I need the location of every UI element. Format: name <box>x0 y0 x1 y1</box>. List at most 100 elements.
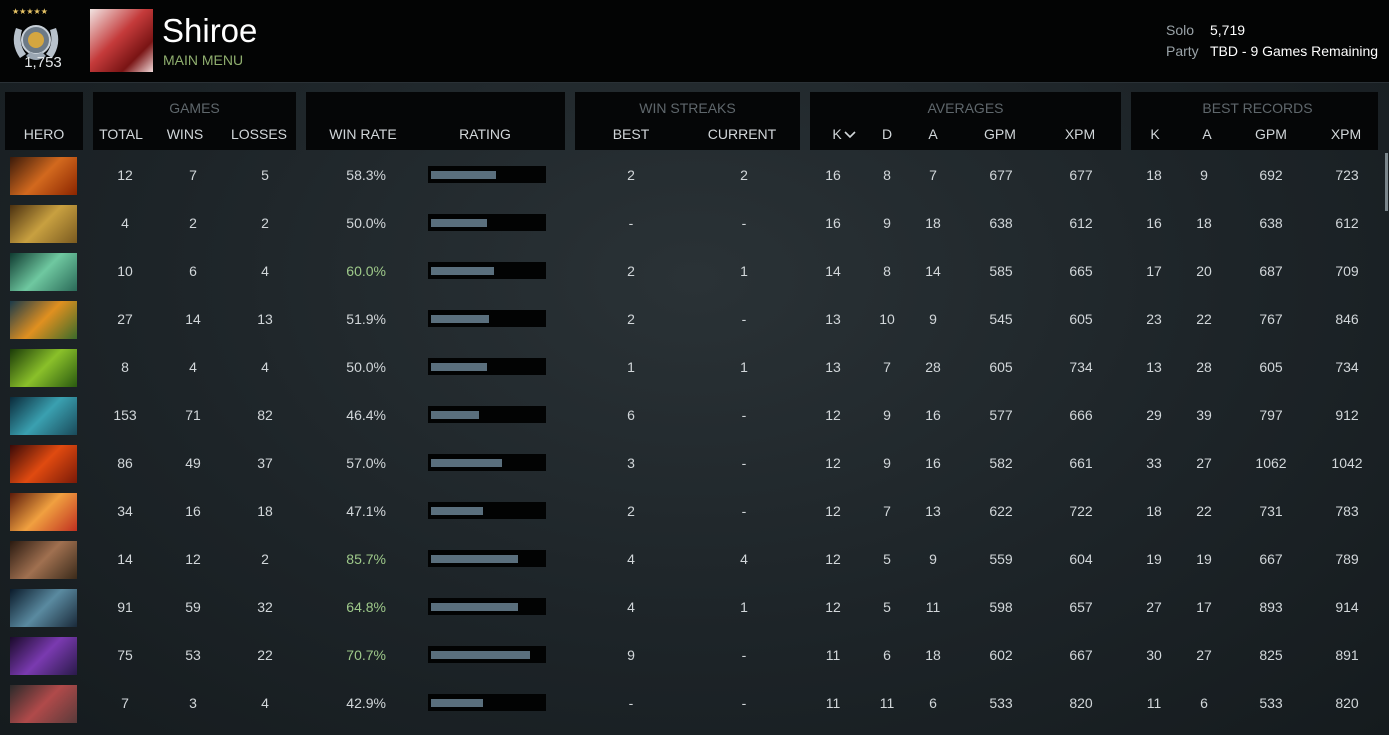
rating-bar <box>428 454 546 471</box>
column-avg-gpm[interactable]: GPM <box>984 126 1016 142</box>
hero-portrait-11-icon[interactable] <box>10 637 77 675</box>
cell-streak-current: - <box>741 311 747 327</box>
cell-wins: 16 <box>185 503 201 519</box>
hero-portrait-12-icon[interactable] <box>10 685 77 723</box>
cell-streak-current: 1 <box>740 359 748 375</box>
column-streak-current[interactable]: CURRENT <box>707 126 777 142</box>
hero-portrait-6-icon[interactable] <box>10 397 77 435</box>
cell-avg-kills: 11 <box>825 695 841 711</box>
table-row[interactable]: 75 53 22 70.7% 9 - 11 6 18 602 667 30 27 825 891 <box>0 632 1389 678</box>
table-row[interactable]: 153 71 82 46.4% 6 - 12 9 16 577 666 29 39 797 912 <box>0 392 1389 438</box>
cell-record-xpm: 912 <box>1335 407 1359 423</box>
hero-portrait-5-icon[interactable] <box>10 349 77 387</box>
avatar[interactable] <box>90 9 153 72</box>
column-avg-kills[interactable]: K <box>832 126 842 142</box>
cell-avg-deaths: 8 <box>883 263 891 279</box>
column-record-kills[interactable]: K <box>1150 126 1160 142</box>
cell-avg-xpm: 820 <box>1069 695 1093 711</box>
hero-portrait-1-icon[interactable] <box>10 157 77 195</box>
party-mmr: TBD - 9 Games Remaining <box>1210 43 1379 59</box>
table-row[interactable]: 8 4 4 50.0% 1 1 13 7 28 605 734 13 28 605 734 <box>0 344 1389 390</box>
rating-bar-fill <box>431 267 494 275</box>
cell-avg-deaths: 8 <box>883 167 891 183</box>
cell-win-rate: 50.0% <box>346 215 386 231</box>
cell-avg-deaths: 9 <box>883 215 891 231</box>
column-hero[interactable]: HERO <box>23 126 65 142</box>
table-row[interactable]: 12 7 5 58.3% 2 2 16 8 7 677 677 18 9 692 723 <box>0 152 1389 198</box>
header-averages-box <box>810 92 1121 150</box>
cell-streak-best: 2 <box>627 167 635 183</box>
table-row[interactable]: 4 2 2 50.0% - - 16 9 18 638 612 16 18 638 612 <box>0 200 1389 246</box>
cell-wins: 53 <box>185 647 201 663</box>
rating-bar <box>428 694 546 711</box>
rating-bar-fill <box>431 651 530 659</box>
cell-losses: 13 <box>257 311 273 327</box>
cell-avg-gpm: 638 <box>989 215 1013 231</box>
table-row[interactable]: 86 49 37 57.0% 3 - 12 9 16 582 661 33 27 1062 1042 <box>0 440 1389 486</box>
cell-avg-assists: 9 <box>929 551 937 567</box>
cell-avg-deaths: 7 <box>883 503 891 519</box>
cell-avg-gpm: 577 <box>989 407 1013 423</box>
cell-streak-best: 9 <box>627 647 635 663</box>
cell-record-xpm: 789 <box>1335 551 1359 567</box>
cell-avg-deaths: 5 <box>883 551 891 567</box>
cell-record-gpm: 731 <box>1259 503 1283 519</box>
medal-rating: 1,753 <box>24 54 62 71</box>
cell-avg-kills: 12 <box>825 455 841 471</box>
table-row[interactable]: 7 3 4 42.9% - - 11 11 6 533 820 11 6 533 820 <box>0 680 1389 726</box>
cell-avg-kills: 13 <box>825 311 841 327</box>
rating-bar <box>428 406 546 423</box>
hero-portrait-8-icon[interactable] <box>10 493 77 531</box>
cell-avg-kills: 12 <box>825 551 841 567</box>
cell-win-rate: 70.7% <box>346 647 386 663</box>
cell-streak-best: - <box>628 215 634 231</box>
cell-win-rate: 50.0% <box>346 359 386 375</box>
table-row[interactable]: 34 16 18 47.1% 2 - 12 7 13 622 722 18 22 731 783 <box>0 488 1389 534</box>
cell-record-xpm: 612 <box>1335 215 1359 231</box>
cell-wins: 2 <box>189 215 197 231</box>
party-label: Party <box>1166 43 1199 59</box>
rating-bar-fill <box>431 507 483 515</box>
column-record-gpm[interactable]: GPM <box>1255 126 1287 142</box>
cell-avg-gpm: 622 <box>989 503 1013 519</box>
hero-portrait-10-icon[interactable] <box>10 589 77 627</box>
column-avg-assists[interactable]: A <box>928 126 938 142</box>
hero-portrait-7-icon[interactable] <box>10 445 77 483</box>
header-games-box <box>93 92 296 150</box>
column-rating[interactable]: RATING <box>459 126 511 142</box>
cell-avg-deaths: 6 <box>883 647 891 663</box>
cell-losses: 82 <box>257 407 273 423</box>
table-row[interactable]: 14 12 2 85.7% 4 4 12 5 9 559 604 19 19 667 789 <box>0 536 1389 582</box>
cell-wins: 59 <box>185 599 201 615</box>
column-record-xpm[interactable]: XPM <box>1330 126 1362 142</box>
column-win-rate[interactable]: WIN RATE <box>329 126 397 142</box>
cell-total: 153 <box>113 407 137 423</box>
cell-losses: 2 <box>261 551 269 567</box>
column-streak-best[interactable]: BEST <box>612 126 650 142</box>
cell-record-assists: 9 <box>1200 167 1208 183</box>
hero-portrait-4-icon[interactable] <box>10 301 77 339</box>
column-wins[interactable]: WINS <box>166 126 204 142</box>
table-row[interactable]: 10 6 4 60.0% 2 1 14 8 14 585 665 17 20 687 709 <box>0 248 1389 294</box>
cell-avg-gpm: 559 <box>989 551 1013 567</box>
cell-total: 86 <box>117 455 133 471</box>
scrollbar[interactable] <box>1385 153 1388 211</box>
main-menu-link[interactable]: MAIN MENU <box>163 52 244 68</box>
table-row[interactable]: 27 14 13 51.9% 2 - 13 10 9 545 605 23 22 767 846 <box>0 296 1389 342</box>
table-row[interactable]: 91 59 32 64.8% 4 1 12 5 11 598 657 27 17 893 914 <box>0 584 1389 630</box>
column-total[interactable]: TOTAL <box>99 126 143 142</box>
cell-record-assists: 22 <box>1196 311 1212 327</box>
column-record-assists[interactable]: A <box>1202 126 1212 142</box>
column-avg-xpm[interactable]: XPM <box>1064 126 1096 142</box>
column-losses[interactable]: LOSSES <box>230 126 288 142</box>
column-avg-deaths[interactable]: D <box>881 126 893 142</box>
sort-chevron-down-icon[interactable] <box>844 131 856 139</box>
hero-portrait-3-icon[interactable] <box>10 253 77 291</box>
cell-wins: 14 <box>185 311 201 327</box>
hero-portrait-2-icon[interactable] <box>10 205 77 243</box>
cell-losses: 18 <box>257 503 273 519</box>
cell-avg-xpm: 661 <box>1069 455 1093 471</box>
cell-avg-assists: 16 <box>925 407 941 423</box>
cell-avg-gpm: 598 <box>989 599 1013 615</box>
hero-portrait-9-icon[interactable] <box>10 541 77 579</box>
